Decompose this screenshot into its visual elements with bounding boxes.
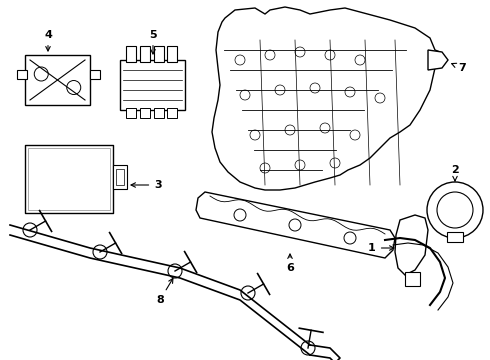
- Circle shape: [427, 182, 483, 238]
- Text: 1: 1: [368, 243, 394, 253]
- Bar: [153, 46, 164, 62]
- Bar: [90, 70, 100, 79]
- Bar: [405, 272, 420, 286]
- Bar: [116, 170, 124, 185]
- Text: 3: 3: [131, 180, 162, 190]
- Bar: [447, 232, 463, 242]
- Circle shape: [23, 223, 37, 237]
- Circle shape: [34, 67, 48, 81]
- Bar: [140, 108, 150, 118]
- Circle shape: [235, 55, 245, 65]
- Bar: [153, 108, 164, 118]
- Bar: [120, 60, 185, 110]
- Bar: [28, 148, 110, 210]
- Bar: [126, 108, 136, 118]
- Circle shape: [234, 209, 246, 221]
- Circle shape: [168, 264, 182, 278]
- Circle shape: [295, 47, 305, 57]
- Circle shape: [265, 50, 275, 60]
- Circle shape: [240, 90, 250, 100]
- Circle shape: [301, 341, 315, 355]
- Bar: [17, 70, 27, 79]
- Circle shape: [375, 93, 385, 103]
- Bar: [167, 108, 177, 118]
- Bar: [113, 165, 127, 189]
- Circle shape: [330, 158, 340, 168]
- Text: 7: 7: [452, 63, 466, 73]
- Text: 6: 6: [286, 254, 294, 273]
- Circle shape: [320, 123, 330, 133]
- Polygon shape: [212, 7, 445, 190]
- Circle shape: [437, 192, 473, 228]
- Circle shape: [289, 219, 301, 231]
- Bar: [126, 46, 136, 62]
- Polygon shape: [196, 192, 395, 258]
- Circle shape: [345, 87, 355, 97]
- Bar: [167, 46, 177, 62]
- Bar: [25, 55, 90, 105]
- Bar: [25, 145, 113, 213]
- Circle shape: [93, 245, 107, 259]
- Circle shape: [310, 83, 320, 93]
- Text: 4: 4: [44, 30, 52, 51]
- Circle shape: [350, 130, 360, 140]
- Circle shape: [260, 163, 270, 173]
- Circle shape: [295, 160, 305, 170]
- Text: 8: 8: [156, 278, 173, 305]
- Circle shape: [285, 125, 295, 135]
- Circle shape: [241, 286, 255, 300]
- Polygon shape: [428, 50, 448, 70]
- Circle shape: [250, 130, 260, 140]
- Circle shape: [355, 55, 365, 65]
- Circle shape: [325, 50, 335, 60]
- Bar: [140, 46, 150, 62]
- Text: 5: 5: [149, 30, 157, 54]
- Polygon shape: [395, 215, 428, 275]
- Circle shape: [67, 81, 81, 95]
- Circle shape: [344, 232, 356, 244]
- Text: 2: 2: [451, 165, 459, 181]
- Circle shape: [275, 85, 285, 95]
